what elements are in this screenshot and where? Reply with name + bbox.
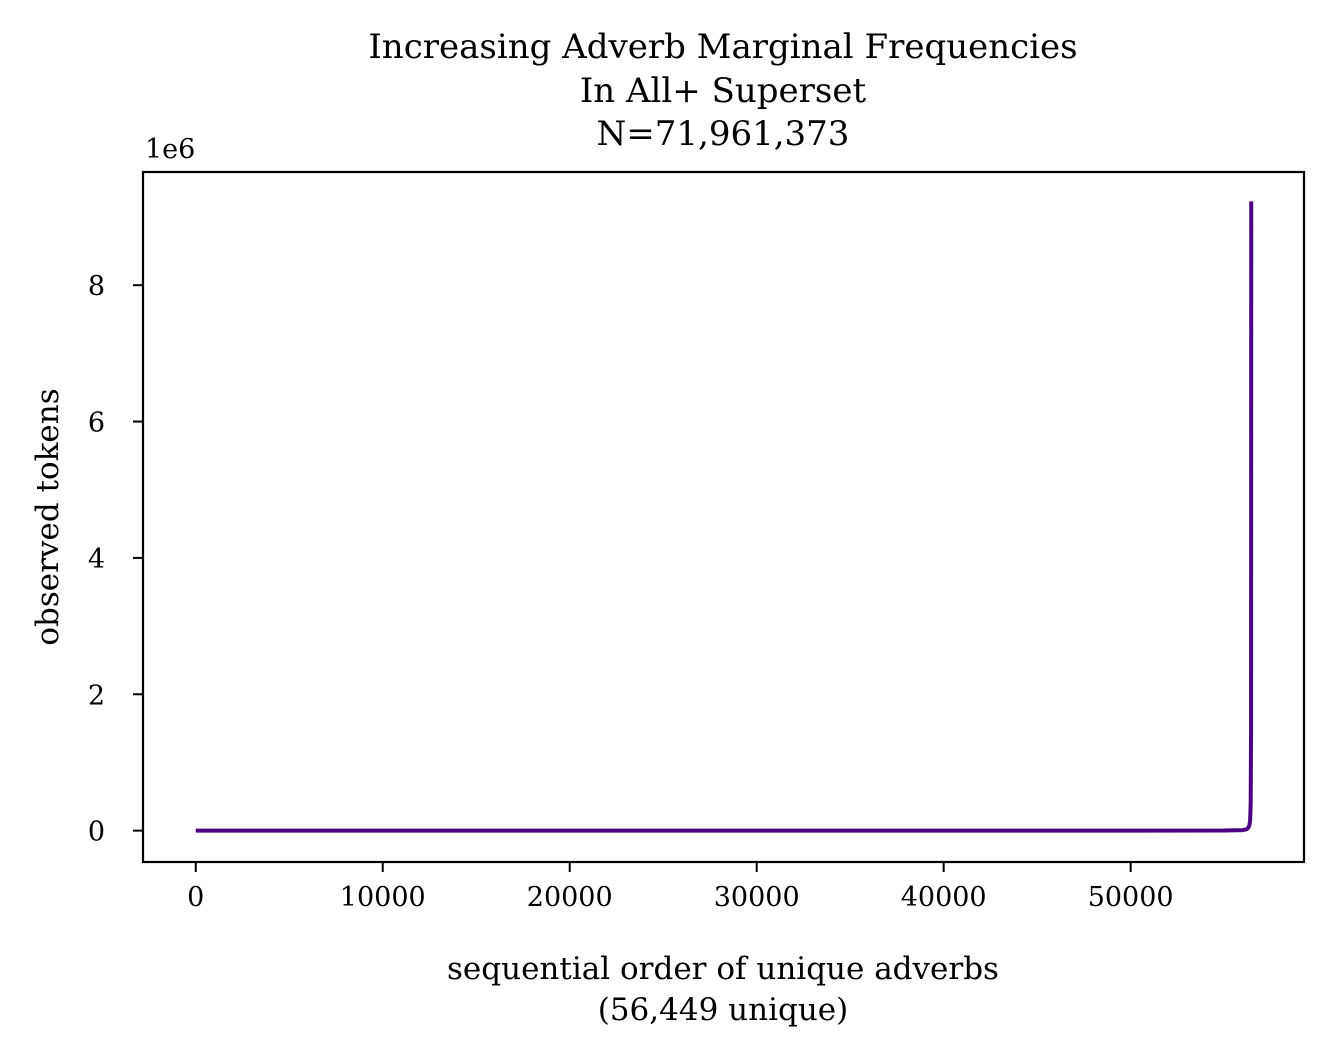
chart-title: Increasing Adverb Marginal Frequencies I… (368, 27, 1077, 154)
y-tick-label: 6 (88, 408, 105, 439)
y-offset-label: 1e6 (145, 134, 195, 165)
plot-area-frame (141, 170, 1306, 864)
x-tick-label: 50000 (1088, 882, 1174, 913)
x-axis-label-line-1: sequential order of unique adverbs (447, 951, 999, 987)
x-axis-ticks: 0 10000 20000 30000 40000 50000 (187, 862, 1174, 913)
title-line-2: In All+ Superset (580, 71, 867, 111)
y-tick-label: 4 (88, 544, 105, 575)
x-tick-label: 40000 (901, 882, 987, 913)
y-tick-label: 0 (88, 817, 105, 848)
title-line-3: N=71,961,373 (597, 114, 850, 154)
x-axis-label: sequential order of unique adverbs (56,4… (447, 951, 999, 1028)
plot-lines (195, 201, 1254, 833)
series-line-0 (195, 201, 1254, 833)
x-tick-label: 10000 (340, 882, 426, 913)
y-axis-label: observed tokens (30, 388, 66, 645)
y-axis-ticks: 0 2 4 6 8 (88, 271, 143, 848)
y-tick-label: 8 (88, 271, 105, 302)
x-tick-label: 20000 (527, 882, 613, 913)
x-axis-label-line-2: (56,449 unique) (598, 992, 849, 1028)
x-tick-label: 0 (187, 882, 204, 913)
y-tick-label: 2 (88, 680, 105, 711)
title-line-1: Increasing Adverb Marginal Frequencies (368, 27, 1077, 67)
x-tick-label: 30000 (714, 882, 800, 913)
